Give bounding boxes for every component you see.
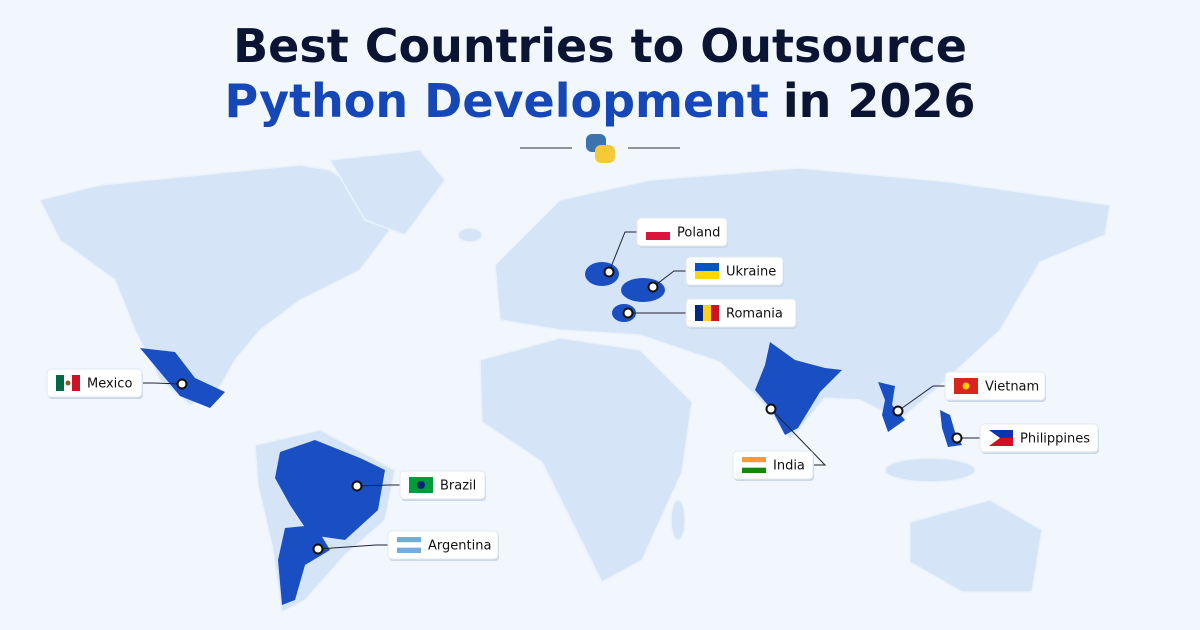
flag-stripe [703,305,711,321]
flag-stripe [695,305,703,321]
country-name: Poland [677,226,720,241]
location-dot [176,378,188,390]
leader-line [770,408,827,466]
title-rest: in 2026 [783,74,976,128]
leader-line [652,270,686,288]
indonesia [884,457,976,483]
flag-stripe [397,542,421,548]
title-line1: Best Countries to Outsource [233,19,967,73]
africa [479,337,693,584]
leader-line [356,484,400,487]
flag-stripe [72,375,80,391]
country-name: Argentina [428,539,491,554]
flag-triangle [989,430,1000,446]
flag-stripe [397,547,421,553]
iceland [457,227,483,243]
flag-stripe [56,375,64,391]
flag-stripe [989,438,1013,446]
location-dot [622,307,634,319]
flag-stripe [397,537,421,543]
flag-stripe [646,224,670,232]
country-labels: Poland Ukraine Romania Mexico India Vietnam Ph… [46,217,1099,561]
country-name: Romania [726,307,783,322]
flag-stripe [989,430,1013,438]
australia [909,499,1043,593]
vietnam-shape [878,382,905,432]
flag-stripe [695,271,719,279]
flag-stripe [742,457,766,463]
brazil-shape [275,440,385,540]
country-name: Brazil [440,479,476,494]
location-dot [312,543,324,555]
flag-stripe [742,462,766,468]
location-dot [892,405,904,417]
country-name: Vietnam [985,380,1039,395]
location-dot [647,281,659,293]
flag-stripe [646,232,670,240]
location-dot [603,266,615,278]
country-name: Philippines [1020,432,1090,447]
location-dot [951,432,963,444]
flag-globe [417,481,425,489]
flag-stripe [695,263,719,271]
title-highlight: Python Development [225,74,769,128]
country-name: India [773,459,805,474]
mexico-shape [140,348,225,408]
leader-line [897,385,945,412]
logo-yellow [595,145,615,163]
leader-line [608,231,637,273]
flag-stripe [742,467,766,473]
python-logo [586,134,615,163]
flag-emblem [65,380,71,386]
flag-star [962,382,970,390]
ukraine-shape [621,278,665,302]
location-dot [351,480,363,492]
leader-line [317,544,388,550]
country-name: Mexico [87,377,132,392]
leader-line [142,382,183,385]
india-shape [755,342,842,435]
flag-stripe [711,305,719,321]
greenland [328,149,446,236]
country-name: Ukraine [726,265,776,280]
madagascar [670,499,686,541]
north-america [38,164,391,406]
location-dot [765,403,777,415]
title-line2: Python Development in 2026 [225,74,976,128]
highlighted-countries [140,262,962,605]
